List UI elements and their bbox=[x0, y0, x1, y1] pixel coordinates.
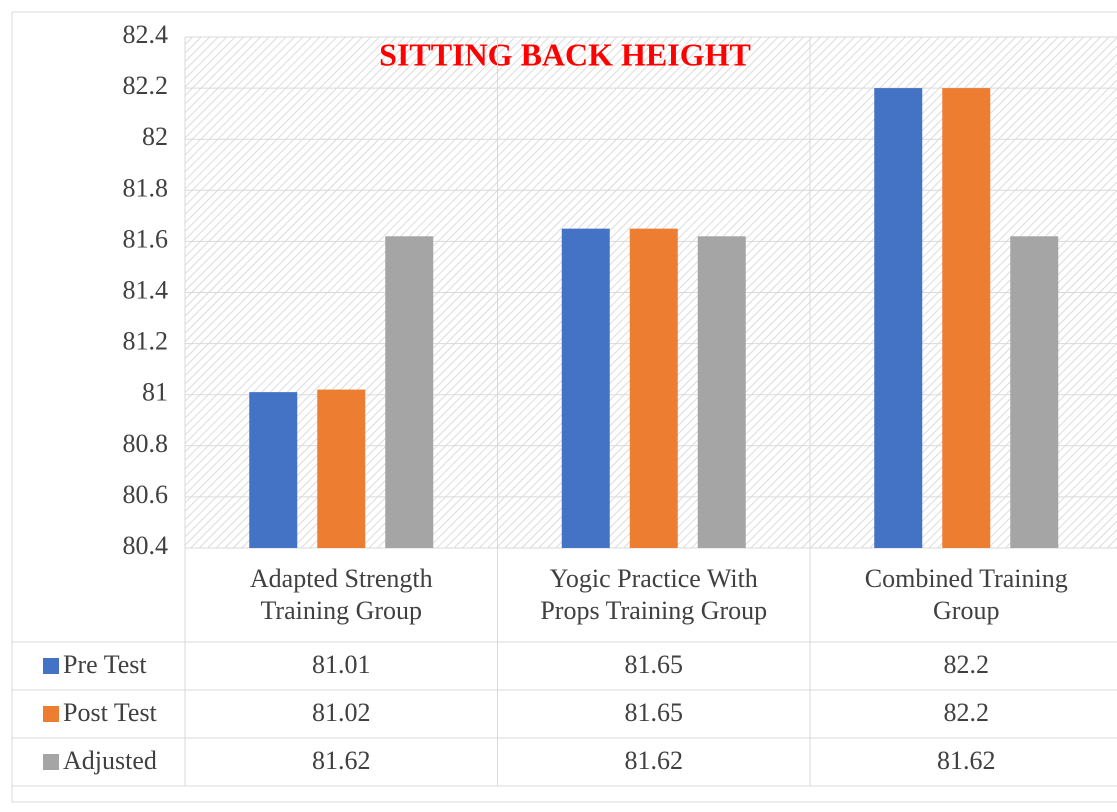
table-value: 81.65 bbox=[625, 650, 684, 679]
y-tick-label: 81 bbox=[142, 378, 168, 407]
y-tick-label: 81.6 bbox=[123, 224, 169, 253]
bar bbox=[249, 392, 298, 548]
bar bbox=[942, 88, 991, 548]
table-value: 81.02 bbox=[312, 698, 371, 727]
y-tick-label: 80.6 bbox=[123, 480, 169, 509]
chart-title: SITTING BACK HEIGHT bbox=[379, 36, 751, 72]
y-tick-label: 81.4 bbox=[123, 275, 169, 304]
bar bbox=[629, 228, 678, 548]
legend-label: Pre Test bbox=[63, 650, 147, 679]
bar bbox=[697, 236, 746, 549]
table-value: 81.01 bbox=[312, 650, 371, 679]
y-tick-label: 82.2 bbox=[123, 71, 169, 100]
bar bbox=[561, 228, 610, 548]
y-tick-label: 81.8 bbox=[123, 173, 169, 202]
x-tick-label: Adapted Strength Training Group bbox=[249, 564, 433, 625]
legend-swatch bbox=[43, 706, 59, 722]
table-value: 81.65 bbox=[625, 698, 684, 727]
x-tick-label: Combined Training Group bbox=[864, 564, 1068, 625]
table-value: 81.62 bbox=[937, 746, 996, 775]
legend-swatch bbox=[43, 754, 59, 770]
y-tick-label: 80.8 bbox=[123, 429, 169, 458]
bar bbox=[317, 389, 366, 548]
y-tick-label: 80.4 bbox=[123, 531, 169, 560]
table-value: 82.2 bbox=[944, 698, 990, 727]
bar bbox=[874, 88, 923, 548]
legend-swatch bbox=[43, 658, 59, 674]
bar bbox=[385, 236, 434, 549]
table-value: 81.62 bbox=[625, 746, 684, 775]
x-tick-label: Yogic Practice With Props Training Group bbox=[540, 564, 768, 625]
y-tick-label: 81.2 bbox=[123, 327, 169, 356]
legend-label: Adjusted bbox=[63, 746, 157, 775]
table-value: 81.62 bbox=[312, 746, 371, 775]
y-tick-label: 82.4 bbox=[123, 20, 169, 49]
y-tick-label: 82 bbox=[142, 122, 168, 151]
table-value: 82.2 bbox=[944, 650, 990, 679]
legend-label: Post Test bbox=[63, 698, 158, 727]
bar bbox=[1010, 236, 1059, 549]
